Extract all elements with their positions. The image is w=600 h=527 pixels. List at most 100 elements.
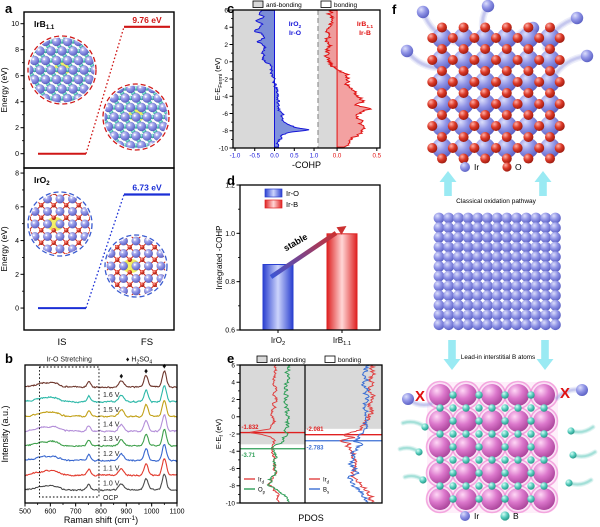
svg-text:-2.783: -2.783 bbox=[307, 445, 325, 451]
svg-text:Raman shift (cm-1​): Raman shift (cm-1​) bbox=[64, 515, 138, 525]
svg-text:700: 700 bbox=[70, 509, 82, 516]
svg-text:IrO2​: IrO2​ bbox=[34, 175, 50, 187]
svg-text:Op​: Op​ bbox=[258, 488, 266, 495]
svg-text:6: 6 bbox=[231, 362, 235, 369]
svg-text:0: 0 bbox=[15, 306, 19, 313]
svg-text:0: 0 bbox=[15, 151, 19, 158]
svg-text:Ir-O: Ir-O bbox=[286, 189, 299, 198]
svg-text:bonding: bonding bbox=[334, 2, 358, 9]
svg-text:Lead-in interstitial B atoms: Lead-in interstitial B atoms bbox=[461, 354, 535, 361]
svg-text:2: 2 bbox=[15, 125, 19, 132]
svg-text:-3.71: -3.71 bbox=[242, 453, 256, 459]
svg-text:-10: -10 bbox=[219, 145, 229, 152]
svg-text:1.6 V: 1.6 V bbox=[103, 392, 120, 399]
panel-c-cohp-chart: -1.0 -0.5 0.0 0.5 1.0 IrO2​Ir-O 0.0 0.5 IrB1.1​I… bbox=[215, 0, 382, 170]
svg-text:stable: stable bbox=[282, 232, 310, 254]
svg-text:Ir: Ir bbox=[474, 162, 479, 172]
svg-text:X: X bbox=[560, 385, 570, 402]
svg-text:6.73 eV: 6.73 eV bbox=[132, 182, 162, 192]
svg-text:bonding: bonding bbox=[338, 357, 362, 364]
svg-text:800: 800 bbox=[95, 509, 107, 516]
svg-text:-0.5: -0.5 bbox=[249, 153, 260, 160]
svg-text:PDOS: PDOS bbox=[298, 513, 324, 523]
svg-text:2: 2 bbox=[231, 397, 235, 404]
svg-text:0.6: 0.6 bbox=[225, 328, 235, 335]
svg-text:10: 10 bbox=[11, 21, 19, 28]
svg-text:1100: 1100 bbox=[169, 509, 184, 516]
svg-text:500: 500 bbox=[19, 509, 31, 516]
svg-text:4: 4 bbox=[15, 99, 19, 106]
panel-f-label: f bbox=[392, 2, 397, 17]
svg-text:9.76 eV: 9.76 eV bbox=[132, 15, 162, 25]
svg-text:♦: ♦ bbox=[144, 367, 148, 376]
svg-text:Energy (eV): Energy (eV) bbox=[0, 226, 9, 272]
svg-text:Ird​: Ird​ bbox=[323, 478, 330, 485]
svg-text:0.0: 0.0 bbox=[333, 153, 342, 160]
svg-text:Energy (eV): Energy (eV) bbox=[0, 67, 9, 113]
svg-text:1.0 V: 1.0 V bbox=[103, 480, 120, 487]
svg-text:E-EFermi​ (eV): E-EFermi​ (eV) bbox=[215, 57, 224, 100]
svg-text:B: B bbox=[513, 511, 519, 521]
svg-text:anti-bonding: anti-bonding bbox=[266, 2, 302, 9]
svg-text:8: 8 bbox=[15, 171, 19, 178]
panel-c-label: c bbox=[227, 1, 235, 16]
svg-text:8: 8 bbox=[15, 47, 19, 54]
svg-text:1.3 V: 1.3 V bbox=[103, 436, 120, 443]
svg-text:1.0: 1.0 bbox=[310, 153, 319, 160]
panel-d-icohp-bar-chart: 0.6 0.8 1.0 1.2 IrO2​ IrB1.1​ Ir-O Ir-B stable In… bbox=[215, 183, 381, 347]
svg-text:-4: -4 bbox=[222, 94, 228, 101]
svg-text:IrB1.1​: IrB1.1​ bbox=[333, 336, 351, 347]
svg-text:-4: -4 bbox=[229, 449, 235, 456]
svg-text:4: 4 bbox=[224, 25, 228, 32]
panel-e-pdos-chart: -1.832 -3.71 Ird​ Op​ -2.081 -2.783 Ird​ Bs​ 6 4 2… bbox=[215, 355, 383, 523]
svg-text:1.2 V: 1.2 V bbox=[103, 451, 120, 458]
svg-text:1.0: 1.0 bbox=[225, 231, 235, 238]
svg-text:Intensity (a.u.): Intensity (a.u.) bbox=[0, 405, 10, 462]
svg-text:Ird​: Ird​ bbox=[258, 478, 265, 485]
svg-text:OCP: OCP bbox=[103, 495, 119, 502]
svg-text:Ir-B: Ir-B bbox=[359, 30, 371, 37]
svg-text:4: 4 bbox=[15, 238, 19, 245]
svg-text:-6: -6 bbox=[222, 111, 228, 118]
svg-text:-COHP: -COHP bbox=[292, 160, 321, 170]
svg-text:6: 6 bbox=[224, 7, 228, 14]
svg-text:Ir-O Stretching: Ir-O Stretching bbox=[46, 357, 92, 364]
svg-text:1.2: 1.2 bbox=[225, 183, 235, 190]
panel-a-energy-diagram-chart: 0 2 4 6 8 10 9.76 eV IrB1.1​ Energy (eV) 0 2 4 6 8 6.7… bbox=[0, 11, 175, 348]
svg-text:Ir-B: Ir-B bbox=[286, 200, 298, 209]
svg-text:Bs​: Bs​ bbox=[323, 488, 329, 495]
panel-d-label: d bbox=[227, 173, 235, 188]
svg-text:1.4 V: 1.4 V bbox=[103, 422, 120, 429]
svg-text:E-Ef​ (eV): E-Ef​ (eV) bbox=[215, 418, 225, 449]
panel-f-structure-illustration: Ir O Classical oxidation pathway Lead-in in… bbox=[397, 0, 598, 521]
svg-text:0.0: 0.0 bbox=[270, 153, 279, 160]
svg-text:-1.832: -1.832 bbox=[242, 425, 260, 431]
svg-text:1000: 1000 bbox=[144, 509, 160, 516]
svg-text:-10: -10 bbox=[226, 500, 236, 507]
svg-text:0.5: 0.5 bbox=[290, 153, 299, 160]
svg-text:1.5 V: 1.5 V bbox=[103, 407, 120, 414]
svg-text:6: 6 bbox=[15, 204, 19, 211]
panel-e-label: e bbox=[227, 351, 235, 366]
svg-text:4: 4 bbox=[231, 380, 235, 387]
svg-text:0.8: 0.8 bbox=[225, 279, 235, 286]
svg-text:IS: IS bbox=[58, 337, 67, 348]
svg-text:♦: ♦ bbox=[162, 362, 166, 371]
svg-text:2: 2 bbox=[224, 42, 228, 49]
svg-text:IrO2​: IrO2​ bbox=[271, 336, 285, 347]
panel-b-label: b bbox=[5, 351, 13, 366]
svg-text:X: X bbox=[415, 388, 425, 405]
svg-text:0: 0 bbox=[231, 414, 235, 421]
svg-text:Classical oxidation pathway: Classical oxidation pathway bbox=[456, 198, 537, 205]
svg-text:IrO2​: IrO2​ bbox=[289, 21, 302, 30]
svg-text:O: O bbox=[515, 162, 522, 172]
svg-text:IrB1.1​: IrB1.1​ bbox=[34, 19, 55, 31]
svg-text:2: 2 bbox=[15, 272, 19, 279]
svg-text:Integrated -COHP: Integrated -COHP bbox=[215, 225, 224, 289]
svg-text:6: 6 bbox=[15, 73, 19, 80]
svg-text:IrB1.1​: IrB1.1​ bbox=[357, 21, 374, 30]
svg-text:♦: ♦ bbox=[119, 372, 123, 381]
svg-text:0.5: 0.5 bbox=[373, 153, 382, 160]
